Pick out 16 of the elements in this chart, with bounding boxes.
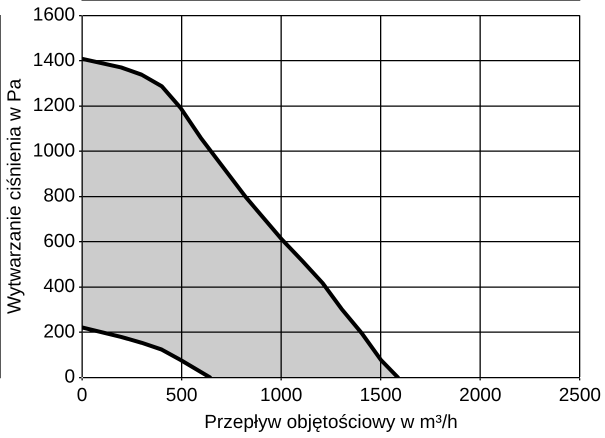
- y-tick-label: 200: [43, 321, 76, 342]
- x-tick-label: 2000: [459, 385, 502, 406]
- y-tick-label: 1400: [32, 50, 76, 71]
- x-tick-label: 1500: [360, 385, 402, 406]
- y-tick-label: 1200: [32, 95, 76, 116]
- y-tick-label: 600: [43, 230, 76, 252]
- x-tick-label: 1000: [260, 385, 302, 406]
- x-tick-label: 500: [166, 385, 198, 406]
- x-axis-title: Przepływ objętościowy w m³/h: [204, 412, 458, 433]
- y-tick-label: 0: [64, 366, 76, 388]
- y-tick-label: 800: [43, 186, 76, 207]
- y-tick-label: 1000: [32, 140, 76, 162]
- y-axis-title: Wytwarzanie ciśnienia w Pa: [4, 78, 26, 314]
- x-tick-label: 2500: [558, 385, 602, 406]
- y-tick-label: 1600: [32, 4, 76, 26]
- y-tick-label: 400: [43, 276, 76, 298]
